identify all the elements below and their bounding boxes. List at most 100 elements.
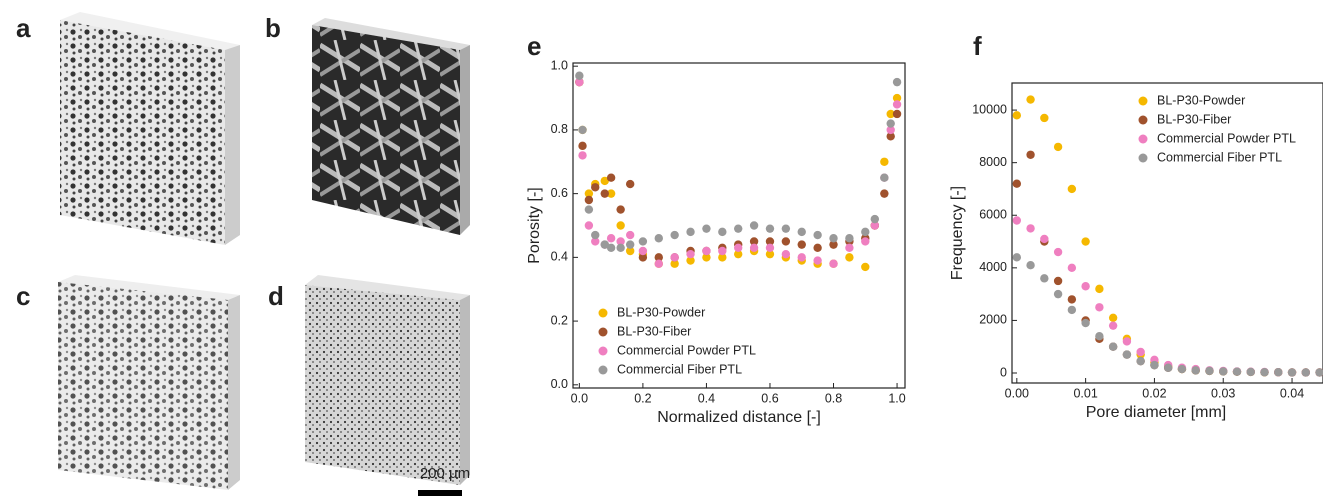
x-axis-label: Normalized distance [-] [657, 409, 821, 426]
data-point [1287, 368, 1297, 377]
x-tick-label: 0.0 [571, 391, 588, 405]
image-c [58, 275, 240, 490]
data-point [575, 71, 584, 80]
data-point [1026, 261, 1035, 270]
data-point [813, 256, 822, 265]
data-point [1177, 364, 1187, 374]
data-point [718, 246, 727, 256]
data-point [880, 189, 889, 198]
data-point [870, 221, 880, 230]
data-point [1053, 247, 1063, 257]
data-point [797, 240, 806, 249]
data-point [765, 249, 775, 259]
data-point [845, 234, 854, 243]
y-tick-label: 0.2 [551, 313, 568, 327]
legend-marker [598, 327, 608, 337]
scale-bar [418, 490, 462, 496]
data-point [829, 240, 838, 249]
data-point [1012, 253, 1022, 262]
data-point [670, 259, 679, 268]
data-point [749, 221, 759, 230]
data-point [1260, 368, 1269, 377]
plot-frame [572, 62, 906, 389]
data-point [1040, 113, 1049, 123]
data-point [686, 227, 695, 237]
data-point [616, 237, 625, 246]
x-tick-label: 0.00 [1005, 386, 1029, 400]
data-point [845, 243, 854, 253]
data-point [1191, 366, 1200, 375]
x-tick-label: 0.03 [1211, 386, 1235, 400]
data-point [781, 237, 791, 246]
data-point [686, 256, 695, 265]
data-point [578, 151, 587, 160]
data-point [578, 141, 587, 151]
data-point [880, 157, 889, 166]
x-tick-label: 0.01 [1073, 386, 1097, 400]
x-tick-label: 0.2 [634, 391, 651, 405]
data-point [892, 100, 902, 109]
data-point [638, 246, 648, 256]
data-point [575, 77, 584, 87]
data-point [1067, 305, 1077, 315]
data-point [892, 93, 902, 103]
data-point [654, 259, 663, 268]
data-point [1095, 331, 1104, 341]
data-point [606, 189, 616, 198]
data-point [1026, 95, 1035, 104]
panel-label: b [265, 13, 281, 43]
data-point [1150, 360, 1159, 370]
y-tick-label: 8000 [979, 155, 1007, 169]
data-point [1108, 342, 1118, 351]
y-tick-label: 1.0 [551, 58, 568, 72]
data-point [1067, 263, 1077, 273]
data-point [616, 205, 625, 214]
data-point [686, 249, 695, 259]
data-point [584, 189, 594, 198]
data-point [1053, 276, 1063, 286]
panel-label: c [16, 281, 30, 311]
data-point [1067, 295, 1077, 304]
x-tick-label: 0.8 [825, 391, 842, 405]
data-point [1122, 337, 1132, 346]
data-point [1053, 289, 1063, 299]
data-point [1246, 367, 1255, 377]
data-point [584, 205, 594, 214]
data-point [625, 179, 635, 189]
data-point [584, 221, 594, 230]
data-point [886, 119, 895, 128]
data-point [654, 234, 663, 243]
legend-label: Commercial Powder PTL [1157, 131, 1296, 145]
y-tick-label: 10000 [972, 102, 1007, 116]
data-point [591, 230, 600, 240]
y-tick-label: 4000 [979, 260, 1007, 274]
legend-label: Commercial Powder PTL [617, 343, 756, 357]
data-point [813, 230, 822, 240]
data-point [600, 176, 609, 186]
panel-label: d [268, 281, 284, 311]
plot-frame [1011, 82, 1323, 384]
data-point [606, 234, 616, 243]
y-tick-label: 0.0 [551, 377, 568, 391]
data-point [765, 237, 775, 246]
data-point [1301, 368, 1310, 377]
data-point [625, 246, 635, 256]
data-point [1136, 356, 1145, 366]
legend-marker [598, 308, 608, 318]
data-point [861, 227, 870, 237]
data-point [1232, 367, 1242, 376]
data-point [1081, 237, 1090, 246]
panel-label: f [973, 31, 982, 61]
data-point [886, 125, 895, 135]
data-point [1012, 179, 1022, 188]
legend-label: BL-P30-Powder [1157, 93, 1245, 107]
image-a [60, 12, 240, 245]
data-point [670, 230, 679, 240]
data-point [781, 224, 791, 233]
legend-label: BL-P30-Fiber [617, 324, 691, 338]
legend-marker [598, 365, 608, 375]
legend-label: Commercial Fiber PTL [1157, 150, 1282, 164]
data-point [616, 221, 625, 230]
data-point [1108, 313, 1118, 322]
